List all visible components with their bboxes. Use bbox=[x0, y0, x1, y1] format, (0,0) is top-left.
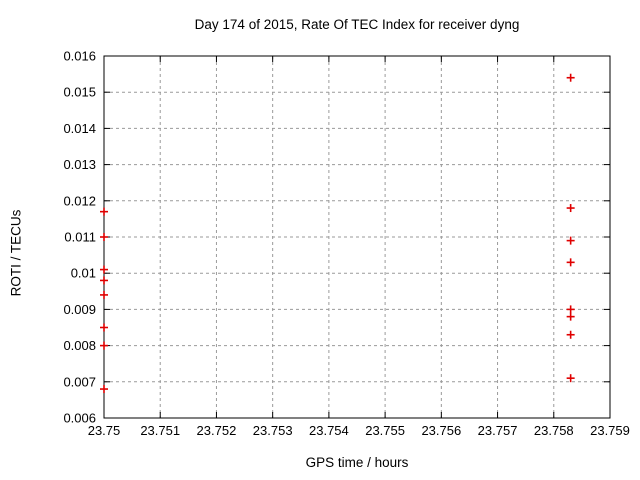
x-tick-label: 23.759 bbox=[590, 423, 630, 438]
y-tick-label: 0.015 bbox=[63, 85, 96, 100]
data-point-marker bbox=[566, 312, 575, 321]
data-point-marker bbox=[566, 258, 575, 267]
data-point-marker bbox=[566, 374, 575, 383]
x-tick-label: 23.757 bbox=[478, 423, 518, 438]
data-point-marker bbox=[566, 330, 575, 339]
y-tick-label: 0.014 bbox=[63, 121, 96, 136]
x-tick-label: 23.754 bbox=[309, 423, 349, 438]
y-tick-label: 0.006 bbox=[63, 411, 96, 426]
y-tick-label: 0.016 bbox=[63, 49, 96, 64]
data-point-marker bbox=[566, 236, 575, 245]
data-point-marker bbox=[100, 207, 108, 216]
data-point-marker bbox=[100, 385, 108, 394]
x-tick-label: 23.753 bbox=[253, 423, 293, 438]
data-point-marker bbox=[100, 341, 108, 350]
data-point-marker bbox=[100, 276, 108, 285]
x-tick-label: 23.758 bbox=[534, 423, 574, 438]
x-tick-label: 23.75 bbox=[88, 423, 121, 438]
y-tick-label: 0.01 bbox=[71, 266, 96, 281]
data-point-marker bbox=[566, 204, 575, 213]
x-axis-label: GPS time / hours bbox=[305, 455, 409, 470]
data-point-marker bbox=[566, 73, 575, 82]
y-tick-label: 0.007 bbox=[63, 374, 96, 389]
data-point-marker bbox=[100, 323, 108, 332]
x-tick-label: 23.755 bbox=[365, 423, 405, 438]
y-tick-label: 0.011 bbox=[64, 230, 96, 245]
data-point-marker bbox=[100, 265, 108, 274]
y-tick-label: 0.012 bbox=[63, 193, 96, 208]
y-tick-label: 0.009 bbox=[63, 302, 96, 317]
data-point-marker bbox=[566, 305, 575, 314]
chart-title: Day 174 of 2015, Rate Of TEC Index for r… bbox=[194, 17, 520, 32]
x-tick-label: 23.751 bbox=[140, 423, 180, 438]
x-tick-label: 23.756 bbox=[421, 423, 461, 438]
data-point-marker bbox=[100, 290, 108, 299]
x-tick-label: 23.752 bbox=[197, 423, 237, 438]
y-tick-label: 0.013 bbox=[63, 157, 96, 172]
y-tick-label: 0.008 bbox=[63, 338, 96, 353]
data-point-marker bbox=[100, 233, 108, 241]
